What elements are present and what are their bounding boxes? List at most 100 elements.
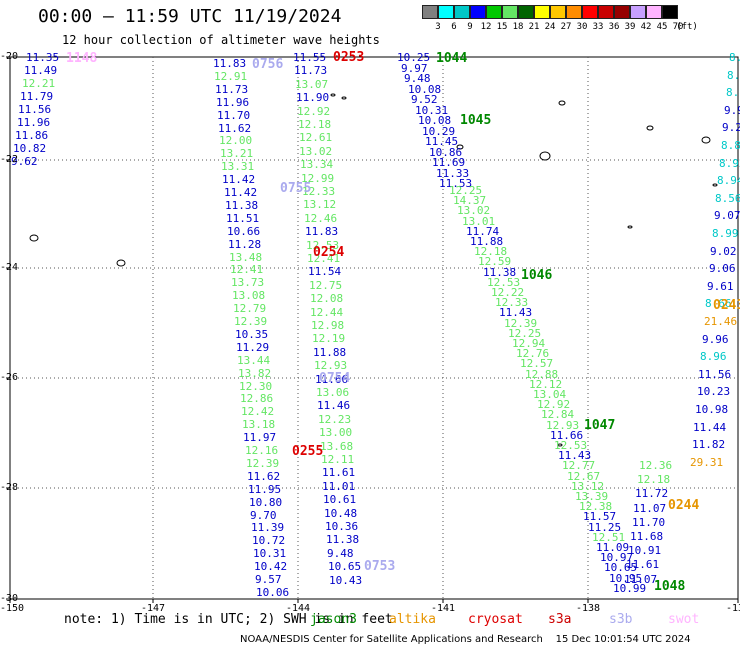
color-scale-tick-label: 30 (576, 22, 588, 32)
wave-height-value: 8.84 (726, 86, 740, 99)
island-outline (646, 125, 654, 131)
wave-height-value: 29.31 (690, 456, 724, 469)
wave-height-value: 11.54 (308, 265, 342, 278)
wave-height-value: 13.21 (220, 147, 254, 160)
longitude-tick-label: -141 (431, 603, 456, 614)
wave-height-value: 12.67 (567, 470, 601, 483)
wave-height-value: 12.86 (240, 392, 274, 405)
wave-height-value: 9.48 (404, 72, 431, 85)
wave-height-value: 13.12 (303, 198, 337, 211)
wave-height-value: 11.74 (466, 225, 500, 238)
color-scale-tick-label: 27 (560, 22, 572, 32)
wave-height-value: 13.48 (229, 251, 263, 264)
credit-line: NOAA/NESDIS Center for Satellite Applica… (240, 634, 691, 645)
wave-height-value: 12.98 (311, 319, 345, 332)
wave-height-value: 12.91 (214, 70, 248, 83)
satellite-legend-s3a: s3a (548, 612, 572, 627)
wave-height-value: 9.07 (714, 209, 740, 222)
color-swatch (582, 5, 598, 19)
color-scale-tick-label: 6 (451, 22, 457, 32)
wave-height-value: 10.99 (613, 582, 647, 595)
wave-height-value: 11.88 (470, 235, 504, 248)
wave-height-value: 13.39 (575, 490, 609, 503)
wave-height-value: 12.92 (537, 398, 571, 411)
wave-height-value: 12.39 (246, 457, 280, 470)
wave-height-value: 12.18 (637, 473, 671, 486)
color-swatch (502, 5, 518, 19)
wave-height-value: 12.36 (639, 459, 673, 472)
wave-height-value: 11.79 (20, 90, 54, 103)
latitude-tick-label: -30 (0, 593, 19, 604)
wave-height-value: 11.44 (693, 421, 727, 434)
wave-height-value: 11.90 (296, 91, 330, 104)
wave-height-value: 12.41 (307, 252, 341, 265)
wave-height-value: 10.91 (628, 544, 662, 557)
pass-time-label: 0756 (252, 57, 284, 72)
wave-height-value: 11.56 (18, 103, 52, 116)
wave-height-value: 10.31 (415, 104, 449, 117)
wave-height-value: 12.99 (301, 172, 335, 185)
wave-height-value: 8.87 (721, 139, 740, 152)
color-swatch (550, 5, 566, 19)
wave-height-value: 11.96 (216, 96, 250, 109)
color-scale-tick-label: 39 (624, 22, 636, 32)
wave-height-value: 11.66 (315, 373, 349, 386)
wave-height-value: 11.70 (632, 516, 666, 529)
color-swatch (422, 5, 438, 19)
color-scale-tick-label: 36 (608, 22, 620, 32)
wave-height-value: 11.01 (322, 480, 356, 493)
wave-height-value: 12.22 (491, 286, 525, 299)
wave-height-value: 13.02 (457, 204, 491, 217)
wave-height-value: 10.82 (13, 142, 47, 155)
island-outline (456, 144, 464, 150)
wave-height-value: 12.23 (318, 413, 352, 426)
wave-height-value: 12.46 (304, 212, 338, 225)
wave-height-value: 8.66 (705, 297, 732, 310)
wave-height-value: 11.29 (236, 341, 270, 354)
wave-height-value: 10.65 (604, 561, 638, 574)
wave-height-value: 8.56 (715, 192, 740, 205)
color-swatch (518, 5, 534, 19)
wave-height-value: 9.02 (710, 245, 737, 258)
color-swatch (566, 5, 582, 19)
wave-height-value: 11.39 (251, 521, 285, 534)
wave-height-value: 12.93 (546, 419, 580, 432)
color-swatch (598, 5, 614, 19)
wave-height-value: 10.23 (697, 385, 731, 398)
wave-height-value: 11.61 (626, 558, 660, 571)
color-swatch (470, 5, 486, 19)
pass-time-label: 1044 (436, 51, 468, 66)
color-scale-tick-label: 18 (512, 22, 524, 32)
wave-height-value: 11.95 (248, 483, 282, 496)
wave-height-value: 13.02 (299, 145, 333, 158)
wave-height-value: 13.18 (242, 418, 276, 431)
wave-height-value: 11.88 (313, 346, 347, 359)
wave-height-value: 12.18 (298, 118, 332, 131)
color-scale-tick-label: 42 (640, 22, 652, 32)
pass-time-label: 0254 (313, 245, 345, 260)
wave-height-value: 21.46 (704, 315, 738, 328)
wave-height-value: 11.57 (583, 510, 617, 523)
color-scale-tick-label: 15 (496, 22, 508, 32)
wave-height-value: 9.52 (411, 93, 438, 106)
wave-height-value: 8.94 (717, 174, 740, 187)
color-swatch (662, 5, 678, 19)
wave-height-value: 12.53 (306, 239, 340, 252)
wave-height-value: 13.82 (238, 367, 272, 380)
wave-height-value: 12.51 (592, 531, 626, 544)
wave-height-value: 13.06 (316, 386, 350, 399)
color-swatch (646, 5, 662, 19)
wave-height-value: 11.28 (228, 238, 262, 251)
wave-height-value: 12.25 (449, 184, 483, 197)
color-scale-tick-label: 3 (435, 22, 441, 32)
color-swatch (614, 5, 630, 19)
wave-height-value: 10.86 (429, 146, 463, 159)
color-scale-unit: (ft) (676, 22, 698, 32)
wave-height-value: 10.61 (323, 493, 357, 506)
pass-time-label: 0755 (280, 181, 312, 196)
color-swatch (534, 5, 550, 19)
wave-height-value: 9.96 (702, 333, 729, 346)
wave-height-value: 11.55 (293, 51, 327, 64)
wave-height-value: 11.83 (305, 225, 339, 238)
